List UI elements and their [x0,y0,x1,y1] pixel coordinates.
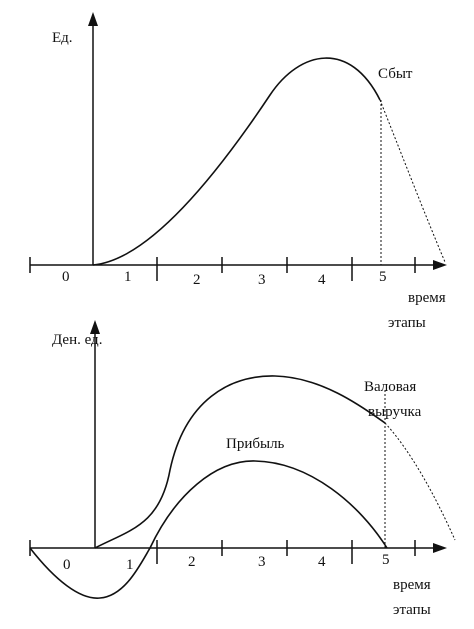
x-label: этапы [388,315,426,331]
revenue-projection [384,422,456,541]
stage-label: 3 [258,554,266,570]
stage-label: 0 [62,269,70,285]
stage-label: 4 [318,554,326,570]
ticks [29,540,416,564]
ticks [29,257,416,281]
curve-label: выручка [368,404,422,420]
stage-label: 4 [318,272,326,288]
stage-label: 1 [126,557,134,573]
y-label: Ден. ед. [52,332,102,348]
revenue-curve [94,375,386,549]
x-label: этапы [393,602,431,618]
arrow [433,543,447,553]
stage-label: 2 [188,554,196,570]
stage-label: 1 [124,269,132,285]
stage-label: 0 [63,557,71,573]
x-label: время [408,290,446,306]
profit-curve [29,460,388,599]
x-label: время [393,577,431,593]
stage-label: 5 [382,552,390,568]
stage-label: 5 [379,269,387,285]
bottom-chart: Ден. ед. Валовая выручка Прибыль 0 1 2 3… [29,320,456,618]
curve-label: Валовая [364,379,416,395]
curve-label: Прибыль [226,436,285,452]
sales-curve [92,57,381,266]
arrow [433,260,447,270]
y-label: Ед. [52,30,73,46]
arrow [88,12,98,26]
curve-label: Сбыт [378,66,413,82]
arrow [90,320,100,334]
stage-label: 3 [258,272,266,288]
top-chart: Ед. Сбыт 0 1 2 3 4 5 время этапы [29,12,447,331]
sales-projection [379,99,446,263]
stage-label: 2 [193,272,201,288]
